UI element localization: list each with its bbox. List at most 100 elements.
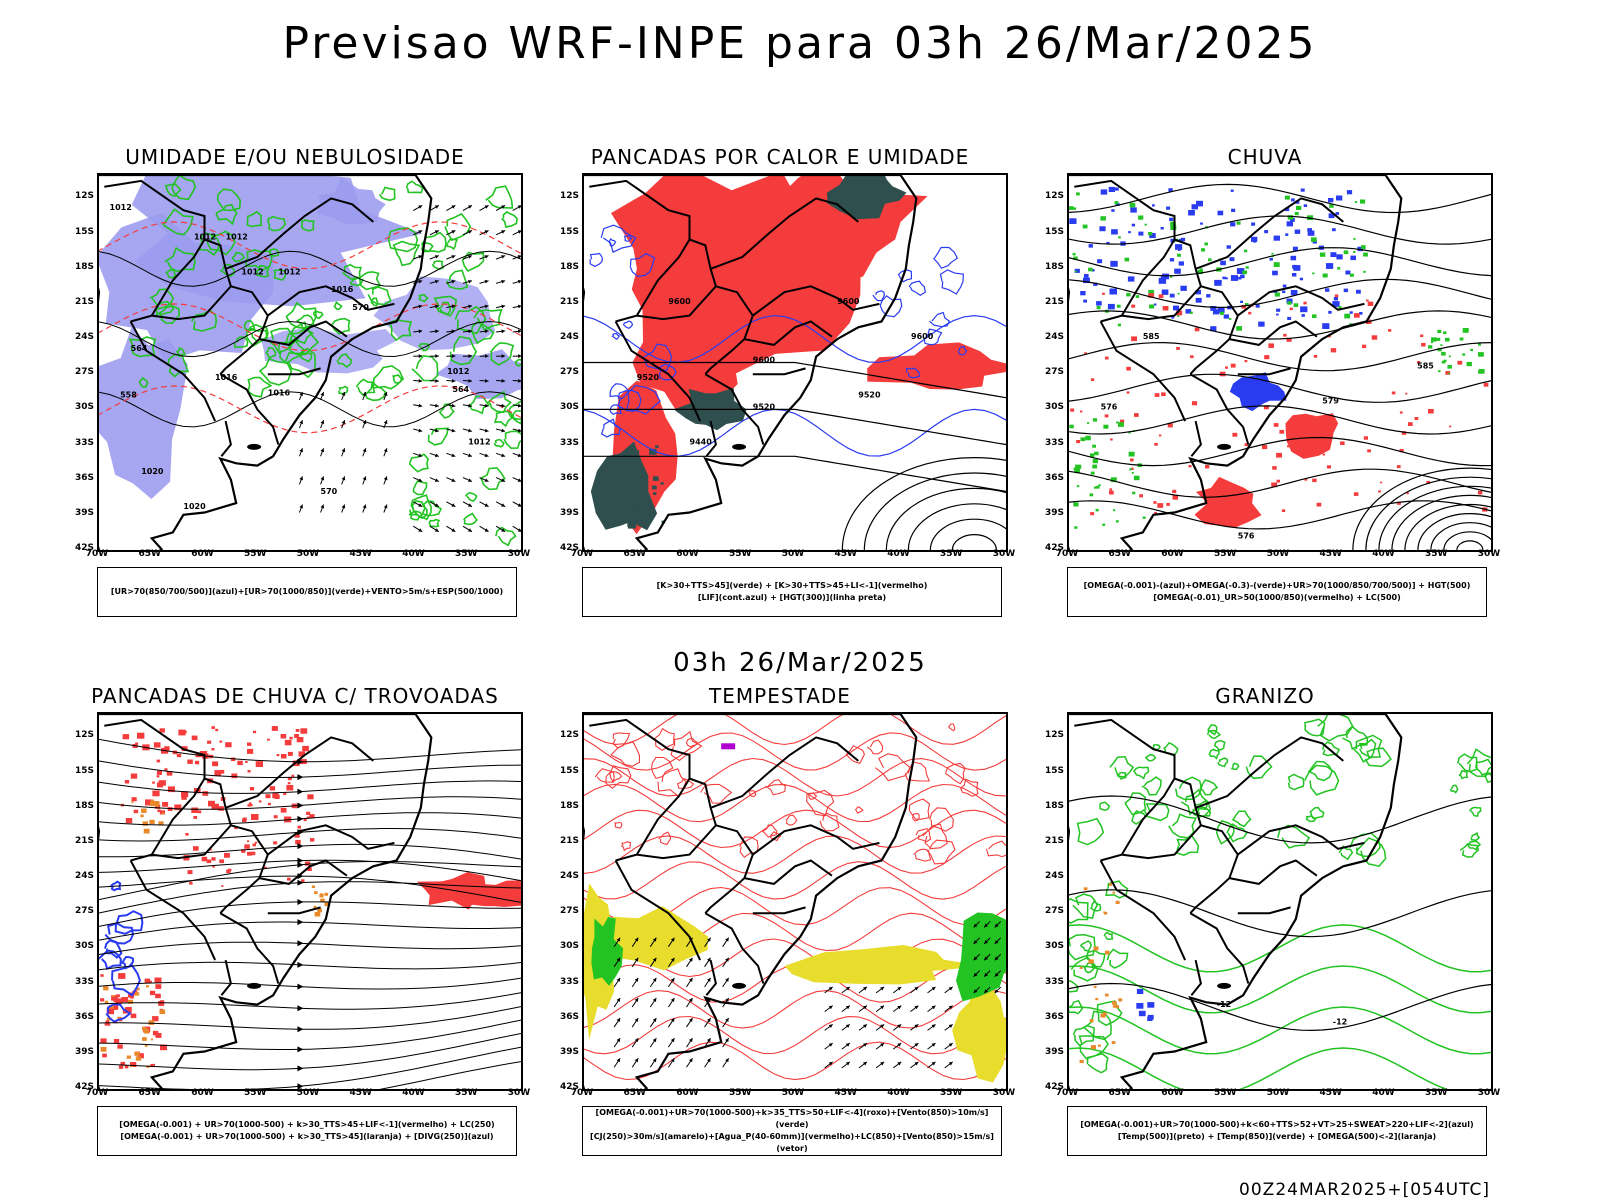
latitude-axis: 12S 15S 18S 21S 24S 27S 30S 33S 36S 39S 42S (559, 712, 582, 1092)
longitude-axis: 70W 65W 60W 55W 50W 45W 40W 35W 30W (86, 549, 530, 563)
map-area (97, 712, 523, 1091)
contour-label: -12 (1217, 1000, 1231, 1009)
longitude-tick-label: 70W (1055, 549, 1079, 559)
longitude-tick-label: 70W (1055, 1088, 1079, 1098)
contour-label: 9600 (837, 297, 860, 306)
longitude-tick-label: 30W (992, 549, 1016, 559)
contour-label: 585 (1143, 332, 1160, 341)
map-graphic (584, 714, 1006, 1089)
latitude-tick-label: 21S (74, 296, 94, 307)
latitude-tick-label: 36S (74, 1011, 94, 1022)
latitude-tick-label: 30S (1044, 941, 1064, 952)
longitude-tick-label: 60W (1161, 1088, 1184, 1098)
latitude-tick-label: 15S (559, 226, 579, 237)
longitude-axis: 70W 65W 60W 55W 50W 45W 40W 35W 30W (1056, 1088, 1500, 1102)
latitude-tick-label: 33S (559, 976, 579, 987)
contour-label: 1016 (268, 388, 291, 397)
latitude-tick-label: 39S (559, 1046, 579, 1057)
map-graphic: 585 585 579 576 576 (1069, 175, 1491, 550)
longitude-axis: 70W 65W 60W 55W 50W 45W 40W 35W 30W (86, 1088, 530, 1102)
longitude-tick-label: 70W (570, 549, 594, 559)
latitude-tick-label: 39S (74, 507, 94, 518)
longitude-tick-label: 40W (1372, 549, 1395, 559)
legend-line: [OMEGA(-0.001) + UR>70(1000-500) + k>30_… (119, 1120, 495, 1129)
latitude-tick-label: 24S (1044, 332, 1064, 343)
legend-box: [OMEGA(-0.001)-(azul)+OMEGA(-0.3)-(verde… (1067, 567, 1487, 617)
longitude-tick-label: 30W (1477, 549, 1501, 559)
longitude-tick-label: 60W (676, 1088, 699, 1098)
latitude-tick-label: 39S (1044, 1046, 1064, 1057)
latitude-tick-label: 27S (74, 906, 94, 917)
legend-box: [OMEGA(-0.001) + UR>70(1000-500) + k>30_… (97, 1106, 517, 1156)
longitude-tick-label: 30W (992, 1088, 1016, 1098)
longitude-tick-label: 70W (85, 1088, 109, 1098)
latitude-tick-label: 27S (1044, 367, 1064, 378)
latitude-tick-label: 42S (74, 1082, 94, 1092)
contour-label: 564 (131, 344, 148, 353)
longitude-tick-label: 40W (402, 549, 425, 559)
longitude-tick-label: 45W (1319, 1088, 1342, 1098)
latitude-tick-label: 15S (559, 765, 579, 776)
longitude-tick-label: 55W (729, 549, 752, 559)
panel-title: PANCADAS POR CALOR E UMIDADE (590, 145, 970, 169)
latitude-tick-label: 21S (559, 296, 579, 307)
latitude-tick-label: 42S (559, 1082, 579, 1092)
latitude-tick-label: 27S (559, 906, 579, 917)
contour-label: 9520 (637, 373, 660, 382)
latitude-tick-label: 12S (1044, 730, 1064, 741)
map-panel-4: PANCADAS DE CHUVA C/ TROVOADAS 12S 15S 18S 2… (74, 684, 530, 1164)
longitude-tick-label: 35W (455, 549, 478, 559)
map-graphic: -12 -12 (1069, 714, 1491, 1089)
legend-line: [CJ(250)>30m/s](amarelo)+[Agua_P(40-60mm… (590, 1132, 994, 1153)
contour-label: 1016 (215, 373, 238, 382)
contour-label: 1012 (447, 367, 469, 376)
longitude-tick-label: 65W (623, 1088, 646, 1098)
contour-label: 1012 (226, 232, 248, 241)
longitude-tick-label: 65W (138, 549, 161, 559)
latitude-tick-label: 39S (74, 1046, 94, 1057)
longitude-tick-label: 55W (1214, 1088, 1237, 1098)
legend-line: [K>30+TTS>45](verde) + [K>30+TTS>45+LI<-… (656, 581, 928, 590)
latitude-tick-label: 30S (74, 941, 94, 952)
latitude-tick-label: 30S (559, 402, 579, 413)
legend-line: [LIF](cont.azul) + [HGT(300)](linha pret… (697, 593, 887, 602)
map-panel-3: CHUVA 12S 15S 18S 21S 24S 27S 30S 33S 36S 39S 42S 58… (1044, 145, 1500, 625)
latitude-axis: 12S 15S 18S 21S 24S 27S 30S 33S 36S 39S 42S (74, 712, 97, 1092)
latitude-tick-label: 27S (74, 367, 94, 378)
legend-line: [OMEGA(-0.01)_UR>50(1000/850)(vermelho) … (1153, 593, 1401, 602)
contour-label: 1012 (241, 268, 263, 277)
longitude-tick-label: 65W (1108, 549, 1131, 559)
latitude-tick-label: 12S (1044, 191, 1064, 202)
latitude-tick-label: 18S (74, 800, 94, 811)
latitude-tick-label: 33S (1044, 437, 1064, 448)
panel-title: UMIDADE E/OU NEBULOSIDADE (125, 145, 465, 169)
contour-label: 1020 (183, 502, 206, 511)
map-panel-2: PANCADAS POR CALOR E UMIDADE 12S 15S 18S 21S… (559, 145, 1015, 625)
legend-box: [K>30+TTS>45](verde) + [K>30+TTS>45+LI<-… (582, 567, 1002, 617)
contour-label: 1016 (331, 285, 354, 294)
latitude-tick-label: 21S (1044, 835, 1064, 846)
latitude-tick-label: 21S (74, 835, 94, 846)
map-panel-1: UMIDADE E/OU NEBULOSIDADE 12S 15S 18S 21S 24S… (74, 145, 530, 625)
longitude-tick-label: 40W (402, 1088, 425, 1098)
longitude-tick-label: 55W (244, 1088, 267, 1098)
map-area: -12 -12 (1067, 712, 1493, 1091)
latitude-tick-label: 18S (1044, 800, 1064, 811)
contour-label: 1012 (110, 203, 132, 212)
longitude-tick-label: 50W (296, 549, 320, 559)
latitude-tick-label: 18S (1044, 261, 1064, 272)
longitude-tick-label: 65W (1108, 1088, 1131, 1098)
contour-label: 576 (1101, 402, 1118, 411)
contour-label: 570 (352, 303, 369, 312)
longitude-tick-label: 40W (887, 1088, 910, 1098)
latitude-tick-label: 42S (74, 543, 94, 553)
latitude-tick-label: 18S (559, 261, 579, 272)
longitude-tick-label: 35W (1425, 549, 1448, 559)
longitude-tick-label: 35W (1425, 1088, 1448, 1098)
latitude-tick-label: 39S (1044, 507, 1064, 518)
longitude-axis: 70W 65W 60W 55W 50W 45W 40W 35W 30W (571, 549, 1015, 563)
contour-label: 9520 (858, 391, 881, 400)
contour-label: 9600 (668, 297, 691, 306)
longitude-axis: 70W 65W 60W 55W 50W 45W 40W 35W 30W (1056, 549, 1500, 563)
latitude-tick-label: 36S (559, 1011, 579, 1022)
